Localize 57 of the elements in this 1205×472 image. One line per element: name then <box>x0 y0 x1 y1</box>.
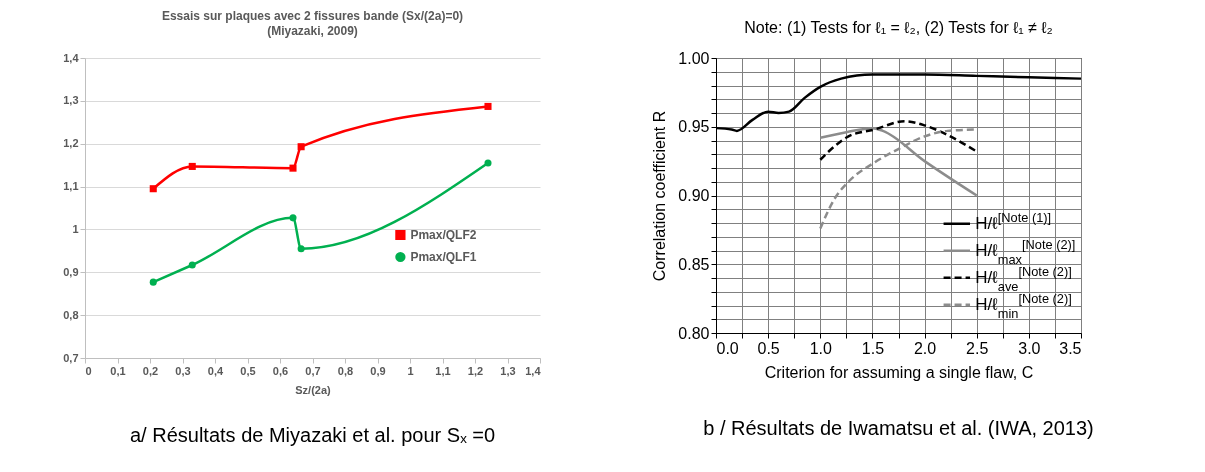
x-tick-label: 0.0 <box>716 339 739 357</box>
point <box>188 162 196 170</box>
x-tick-label: 0,2 <box>142 364 159 377</box>
legend-label: Pmax/QLF2 <box>410 228 477 242</box>
point <box>289 164 297 172</box>
y-tick-label: 0,9 <box>63 265 79 278</box>
x-tick-label: 2.5 <box>966 339 989 357</box>
y-tick-label: 1.00 <box>678 49 710 67</box>
point <box>289 214 297 222</box>
y-tick-label: 1 <box>72 222 79 235</box>
y-tick-label: 0.85 <box>678 255 710 273</box>
x-tick-label: 0,7 <box>305 364 321 377</box>
x-tick-label: 1 <box>407 364 414 377</box>
text: b / Résultats de Iwamatsu et al. (IWA, 2013) <box>703 417 1094 439</box>
x-tick-label: 1,4 <box>525 364 542 377</box>
point <box>149 278 157 286</box>
x-tick-label: 3.0 <box>1018 339 1041 357</box>
y-tick-label: 1,2 <box>63 137 79 150</box>
point <box>188 261 196 269</box>
x-tick-label: 1.5 <box>861 339 885 357</box>
point <box>484 102 492 110</box>
point <box>297 143 305 151</box>
x-tick-label: 0,1 <box>110 364 126 377</box>
x-tick-label: 1,2 <box>467 364 484 377</box>
x-tick-label: 3.5 <box>1059 339 1082 357</box>
text: a/ Résultats de Miyazaki et al. pour Sₓ =0 <box>129 424 496 446</box>
x-tick-label: 0.5 <box>757 339 780 357</box>
x-tick-label: 1,3 <box>500 364 516 377</box>
y-tick-label: 1,1 <box>63 180 79 193</box>
x-tick-label: 0,8 <box>337 364 354 377</box>
chart-subtitle: (Miyazaki, 2009) <box>267 24 358 38</box>
y-tick-label: 0,8 <box>63 308 79 321</box>
x-tick-label: 0,5 <box>240 364 256 377</box>
y-tick-label: 0.80 <box>678 324 710 342</box>
y-axis-title: Correlation coefficient R <box>651 110 669 282</box>
point <box>149 185 157 193</box>
x-axis-title: Sz/(2a) <box>295 383 332 396</box>
legend-label: Pmax/QLF1 <box>410 250 477 264</box>
y-tick-label: 1,3 <box>63 94 79 107</box>
y-tick-label: 1,4 <box>63 51 80 64</box>
x-axis-title: Criterion for assuming a single flaw, C <box>764 363 1034 381</box>
point <box>484 159 492 167</box>
x-tick-label: 0 <box>85 364 92 377</box>
y-tick-label: 0.90 <box>678 187 710 204</box>
line-series <box>819 120 978 161</box>
x-tick-label: 0,9 <box>370 364 386 377</box>
chart-title: Essais sur plaques avec 2 fissures bande (Sx/(2a)=0) <box>161 9 464 23</box>
x-tick-label: 1.0 <box>809 339 832 357</box>
x-tick-label: 2.0 <box>913 339 937 357</box>
x-tick-label: 1,1 <box>435 364 451 377</box>
y-tick-label: 0.95 <box>678 118 710 136</box>
chart-title: Note: (1) Tests for ℓ₁ = ℓ₂, (2) Tests for ℓ₁ ≠ ℓ₂ <box>744 19 1053 36</box>
point <box>297 245 305 253</box>
x-tick-label: 0,4 <box>207 364 225 377</box>
x-tick-label: 0,3 <box>175 364 191 377</box>
x-tick-label: 0,6 <box>272 364 289 377</box>
legend-label: H/ℓ$^{[Note (1)]}$ <box>975 209 1052 233</box>
